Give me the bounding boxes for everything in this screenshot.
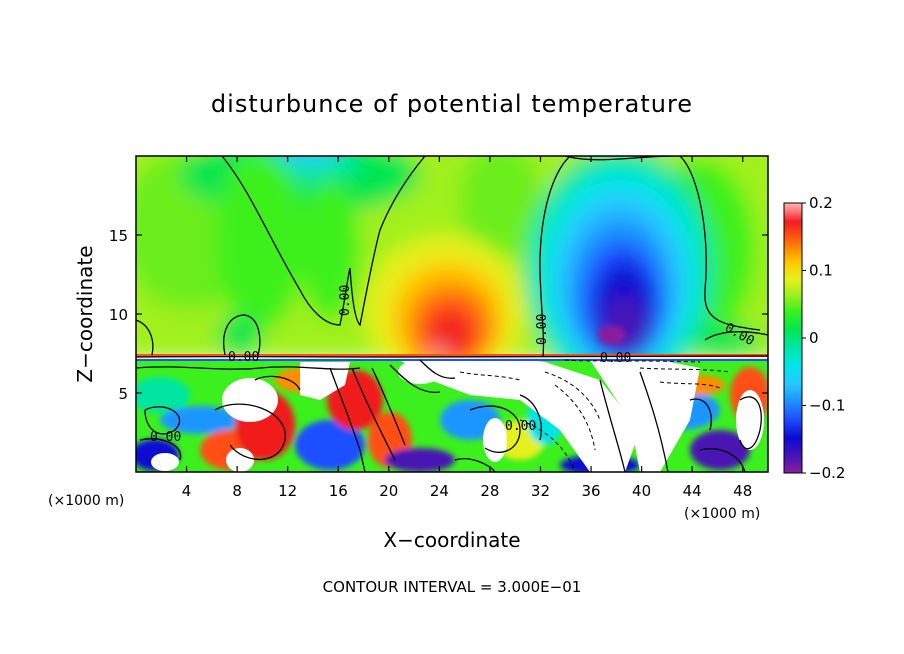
colorbar-tick-label: −0.1	[809, 397, 845, 415]
contour-label: 0.00	[505, 419, 536, 434]
heatmap-field: 0.00 0.00 0.00 0.00 0.00 0.00 0.00	[136, 156, 768, 472]
y-axis-ticks: 5 10 15	[109, 227, 768, 403]
y-axis-label: Z−coordinate	[73, 245, 97, 382]
x-tick-label: 48	[733, 482, 752, 500]
x-tick-label: 28	[480, 482, 499, 500]
x-tick-label: 40	[632, 482, 651, 500]
contour-label: 0.00	[535, 314, 550, 345]
x-axis-ticks: 4 8 12 16 20 24 28 32 36 40 44 48	[182, 156, 752, 500]
contour-label: 0.00	[338, 285, 353, 316]
x-tick-label: 32	[531, 482, 550, 500]
x-tick-label: 20	[379, 482, 398, 500]
colorbar-tick-label: 0	[809, 329, 819, 347]
y-tick-label: 5	[118, 385, 128, 403]
cold-core	[598, 325, 626, 345]
contour-label: 0.00	[150, 430, 181, 445]
upper-layer	[136, 156, 768, 390]
x-tick-label: 4	[182, 482, 192, 500]
boundary-layer	[136, 354, 768, 472]
x-tick-label: 12	[278, 482, 297, 500]
colorbar-gradient	[783, 202, 803, 474]
y-tick-label: 10	[109, 306, 128, 324]
x-unit-right: (×1000 m)	[684, 506, 760, 522]
contour-label: 0.00	[228, 350, 259, 365]
contour-interval-note: CONTOUR INTERVAL = 3.000E−01	[323, 578, 582, 596]
y-tick-label: 15	[109, 227, 128, 245]
x-tick-label: 36	[581, 482, 600, 500]
x-tick-label: 8	[232, 482, 242, 500]
x-axis-label: X−coordinate	[383, 528, 520, 552]
contour-lines	[136, 156, 768, 472]
colorbar-tick-label: 0.1	[809, 262, 833, 280]
x-tick-label: 44	[683, 482, 702, 500]
dashed-contours	[459, 359, 731, 472]
colorbar: 0.2 0.1 0 −0.1 −0.2	[783, 194, 845, 482]
colorbar-tick-label: −0.2	[809, 464, 845, 482]
chart-title: disturbunce of potential temperature	[211, 90, 693, 118]
contour-label-group: 0.00 0.00 0.00 0.00 0.00 0.00 0.00	[150, 285, 757, 445]
x-tick-label: 24	[430, 482, 449, 500]
colorbar-ticks: 0.2 0.1 0 −0.1 −0.2	[802, 194, 845, 482]
colorbar-tick-label: 0.2	[809, 194, 833, 212]
x-tick-label: 16	[329, 482, 348, 500]
contour-label: 0.00	[600, 351, 631, 366]
x-unit-left: (×1000 m)	[48, 493, 124, 509]
